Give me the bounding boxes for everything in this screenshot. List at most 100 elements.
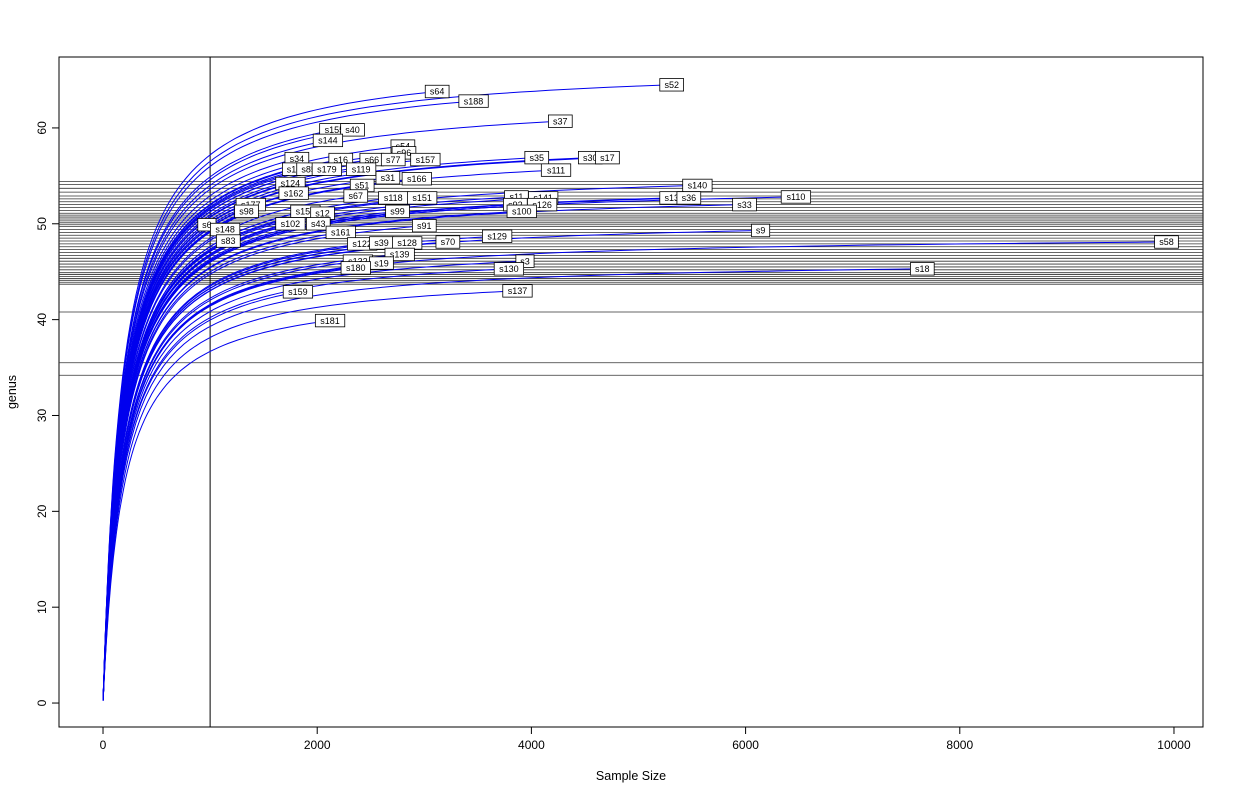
- curve-label-box: [375, 171, 401, 185]
- curve-label-text: s3: [520, 256, 530, 266]
- curve-s156: [102, 210, 306, 701]
- curve-label-text: s39: [374, 238, 389, 248]
- curve-label-box: [595, 150, 620, 165]
- curve-label-s70: s70: [435, 235, 461, 249]
- curve-label-box: [676, 191, 702, 205]
- curve-label-text: s140: [688, 181, 708, 191]
- curve-label-box: [311, 162, 342, 176]
- curve-label-s83: s83: [216, 234, 241, 248]
- curve-label-box: [314, 313, 346, 328]
- curve-label-text: s144: [318, 136, 338, 146]
- curve-label-s118: s118: [378, 191, 409, 205]
- curve-label-box: [275, 217, 306, 231]
- curve-label-s18: s18: [910, 262, 935, 276]
- curve-label-box: [305, 217, 331, 231]
- curve-s85: [102, 168, 309, 700]
- curve-label-s37: s37: [548, 114, 573, 128]
- curve-label-text: s12: [315, 208, 330, 218]
- axes-layer: 0 2000 4000 6000 8000 10000 0 10 20 30 40 50 60: [35, 121, 1191, 752]
- curve-label-box: [548, 114, 573, 128]
- curve-label-box: [278, 186, 309, 200]
- curve-label-box: [659, 78, 684, 92]
- curve-label-text: s13: [664, 193, 679, 203]
- plot-box-layer: [58, 56, 1204, 728]
- curve-label-text: s33: [737, 200, 752, 210]
- curve-label-text: s17: [600, 153, 615, 163]
- curve-labels-layer: s52s64s188s37s155s40s144s54s96s34s16s66s…: [197, 78, 1179, 328]
- curve-label-box: [346, 162, 377, 176]
- curve-label-s148: s148: [210, 222, 241, 237]
- curve-label-box: [910, 262, 935, 276]
- curve-label-text: s162: [284, 188, 304, 198]
- curve-label-s91: s91: [412, 219, 437, 233]
- curve-label-text: s166: [407, 174, 427, 184]
- curve-label-text: s30: [583, 153, 598, 163]
- curve-label-text: s1: [287, 164, 297, 174]
- curve-label-s111: s111: [540, 163, 572, 177]
- curve-label-s181: s181: [314, 313, 346, 328]
- curve-label-box: [385, 204, 410, 218]
- curve-s181: [102, 320, 331, 701]
- curve-label-box: [506, 204, 537, 218]
- curve-s99: [102, 210, 398, 701]
- curve-label-text: s119: [352, 164, 371, 174]
- curve-label-s98: s98: [234, 204, 259, 218]
- reference-lines-layer: [59, 57, 1203, 727]
- y-tick-label: 60: [35, 121, 49, 135]
- curve-label-text: s18: [915, 264, 930, 274]
- curve-label-text: s129: [487, 231, 507, 241]
- curve-label-text: s102: [281, 219, 301, 229]
- y-tick-label: 40: [35, 313, 49, 327]
- curve-s18: [102, 268, 923, 701]
- curve-label-text: s40: [345, 125, 360, 135]
- curve-label-text: s126: [532, 200, 552, 210]
- curve-label-text: s124: [281, 179, 301, 189]
- plot-box: [58, 56, 1204, 728]
- curve-label-s162: s162: [278, 186, 309, 200]
- curve-label-box: [502, 284, 533, 298]
- curve-label-text: s179: [317, 164, 337, 174]
- curve-label-text: s66: [365, 155, 380, 165]
- curve-label-text: s77: [386, 155, 401, 165]
- curve-label-s100: s100: [506, 204, 537, 218]
- curve-label-s35: s35: [524, 150, 550, 165]
- curve-label-s140: s140: [682, 178, 713, 193]
- curve-label-box: [340, 261, 371, 275]
- curve-label-text: s52: [664, 80, 679, 90]
- curve-label-s39: s39: [369, 236, 394, 250]
- curve-label-text: s122: [352, 239, 372, 249]
- x-axis-title: Sample Size: [596, 769, 666, 783]
- curve-label-s67: s67: [343, 189, 369, 203]
- curve-label-text: s67: [349, 191, 364, 201]
- curve-label-box: [407, 191, 438, 205]
- curve-label-text: s43: [311, 219, 326, 229]
- curve-label-text: s159: [288, 287, 308, 297]
- curve-label-box: [458, 94, 489, 108]
- curve-label-s157: s157: [410, 152, 441, 167]
- curve-label-text: s161: [331, 228, 351, 238]
- x-tick-label: 0: [100, 738, 107, 752]
- curve-label-text: s19: [374, 258, 389, 268]
- curve-label-s130: s130: [493, 262, 525, 276]
- curve-label-text: s64: [430, 87, 445, 97]
- curve-label-text: s111: [547, 165, 565, 175]
- curve-label-text: s70: [441, 237, 456, 247]
- curve-label-s19: s19: [369, 256, 394, 270]
- curve-label-s102: s102: [275, 217, 306, 231]
- y-tick-label: 20: [35, 504, 49, 518]
- curve-label-text: s151: [412, 193, 432, 203]
- curve-label-text: s34: [290, 154, 305, 164]
- curve-label-box: [1154, 235, 1179, 249]
- curve-label-s161: s161: [325, 225, 356, 240]
- curve-label-text: s157: [416, 155, 436, 165]
- curve-label-text: s128: [397, 238, 417, 248]
- curve-label-box: [380, 152, 406, 167]
- curve-label-s129: s129: [482, 229, 513, 243]
- curve-label-s159: s159: [282, 285, 314, 299]
- curve-label-text: s181: [320, 316, 340, 326]
- curve-label-s99: s99: [385, 204, 410, 218]
- curve-label-box: [325, 225, 356, 240]
- curve-label-s119: s119: [346, 162, 377, 176]
